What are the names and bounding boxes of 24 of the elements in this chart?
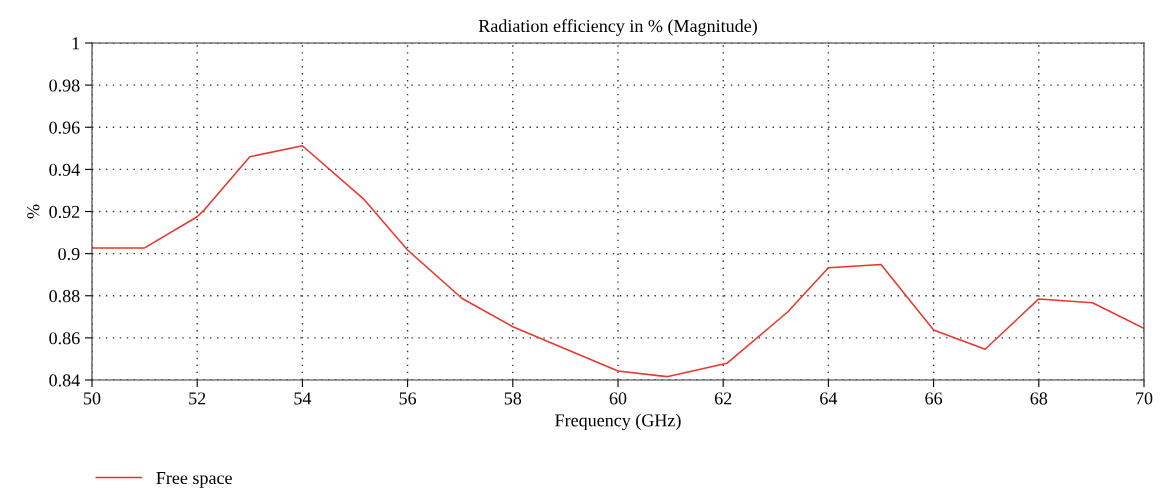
x-tick-label: 66	[925, 392, 943, 405]
y-tick-label: 1	[72, 37, 80, 50]
y-axis-title: %	[27, 204, 40, 219]
x-tick-label: 54	[294, 392, 312, 405]
y-tick-label: 0.86	[49, 332, 80, 345]
y-tick-label: 0.96	[49, 121, 80, 134]
x-tick-label: 62	[714, 392, 732, 405]
x-tick-label: 60	[609, 392, 627, 405]
x-tick-label: 70	[1136, 392, 1153, 405]
y-tick-label: 0.94	[49, 163, 80, 176]
y-tick-label: 0.92	[49, 205, 80, 219]
y-tick-label: 0.88	[49, 290, 80, 303]
x-tick-label: 64	[820, 392, 838, 405]
x-tick-label: 50	[84, 392, 101, 405]
y-tick-label: 0.84	[49, 374, 80, 387]
x-tick-label: 58	[504, 392, 522, 405]
y-tick-label: 0.98	[49, 79, 80, 92]
legend-label: Free space	[156, 472, 232, 488]
x-tick-label: 52	[189, 392, 206, 405]
y-tick-label: 0.9	[58, 247, 80, 261]
x-tick-label: 56	[399, 392, 417, 405]
chart-title: Radiation efficiency in % (Magnitude)	[478, 19, 757, 36]
x-axis-title: Frequency (GHz)	[555, 413, 681, 431]
x-tick-label: 68	[1030, 392, 1048, 405]
